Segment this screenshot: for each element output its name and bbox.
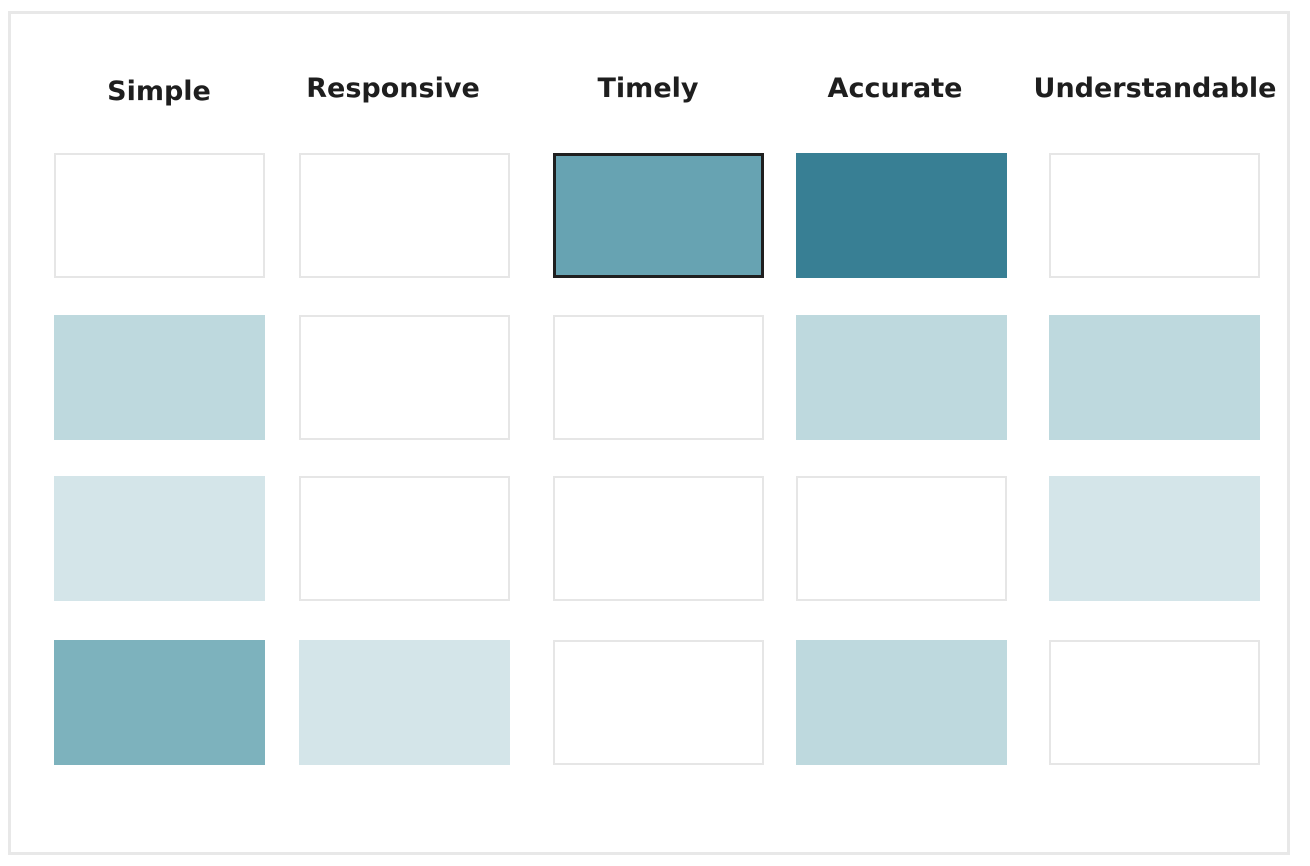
- grid-cell-r4-responsive[interactable]: [299, 640, 510, 765]
- grid-cell-r3-understandable[interactable]: [1049, 476, 1260, 601]
- grid-cell-r2-responsive[interactable]: [299, 315, 510, 440]
- grid-cell-r3-responsive[interactable]: [299, 476, 510, 601]
- grid-cell-r4-simple[interactable]: [54, 640, 265, 765]
- grid-cell-r4-timely[interactable]: [553, 640, 764, 765]
- column-header-timely: Timely: [597, 73, 699, 104]
- grid-cell-r1-understandable[interactable]: [1049, 153, 1260, 278]
- column-header-accurate: Accurate: [827, 73, 963, 104]
- grid-cell-r1-accurate[interactable]: [796, 153, 1007, 278]
- grid-cell-r1-timely[interactable]: [553, 153, 764, 278]
- grid-cell-r1-responsive[interactable]: [299, 153, 510, 278]
- grid-cell-r2-understandable[interactable]: [1049, 315, 1260, 440]
- grid-cell-r2-accurate[interactable]: [796, 315, 1007, 440]
- grid-cell-r4-accurate[interactable]: [796, 640, 1007, 765]
- heatmap-card: Simple Responsive Timely Accurate Understand…: [8, 11, 1290, 855]
- grid-cell-r2-simple[interactable]: [54, 315, 265, 440]
- column-header-understandable: Understandable: [1033, 73, 1277, 104]
- column-header-responsive: Responsive: [306, 73, 480, 104]
- column-header-simple: Simple: [107, 76, 211, 107]
- grid-cell-r1-simple[interactable]: [54, 153, 265, 278]
- grid-cell-r3-accurate[interactable]: [796, 476, 1007, 601]
- grid-cell-r3-timely[interactable]: [553, 476, 764, 601]
- grid-cell-r4-understandable[interactable]: [1049, 640, 1260, 765]
- grid-cell-r3-simple[interactable]: [54, 476, 265, 601]
- grid-cell-r2-timely[interactable]: [553, 315, 764, 440]
